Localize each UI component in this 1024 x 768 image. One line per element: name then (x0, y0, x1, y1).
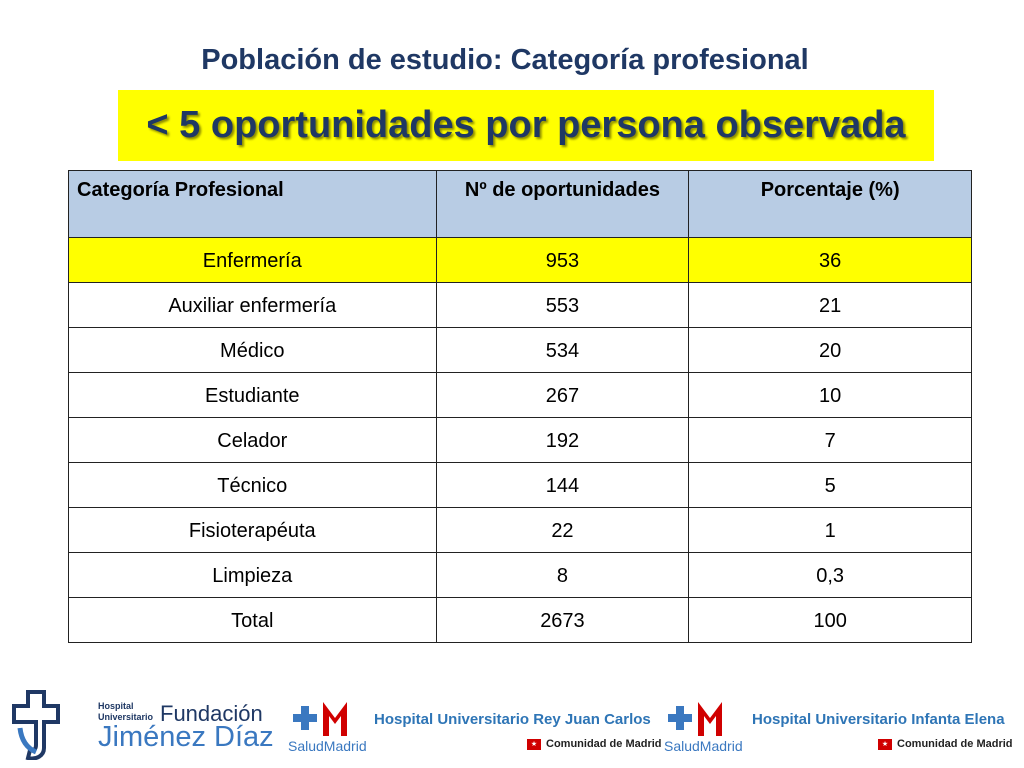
cell-category: Celador (68, 417, 437, 463)
table-row: Auxiliar enfermería 553 21 (68, 282, 972, 328)
cell-opportunities: 192 (435, 417, 690, 463)
comunidad-madrid-badge: ★ Comunidad de Madrid (878, 738, 1013, 750)
fjd-logo-icon (12, 690, 60, 760)
cell-opportunities: 267 (435, 372, 690, 418)
table-row: Celador 192 7 (68, 417, 972, 463)
comunidad-madrid-badge: ★ Comunidad de Madrid (527, 738, 662, 750)
cell-percentage: 36 (688, 237, 972, 283)
cell-percentage: 5 (688, 462, 972, 508)
page-title: Población de estudio: Categoría profesio… (201, 44, 809, 76)
table-row: Limpieza 8 0,3 (68, 552, 972, 598)
cell-category: Limpieza (68, 552, 437, 598)
header-opportunities: Nº de oportunidades (435, 170, 690, 238)
cell-category: Enfermería (68, 237, 437, 283)
saludmadrid-label: SaludMadrid (288, 738, 367, 754)
cell-category: Fisioterapéuta (68, 507, 437, 553)
cell-opportunities: 534 (435, 327, 690, 373)
fjd-fundacion-label: Fundación (160, 701, 263, 726)
cell-percentage: 100 (688, 597, 972, 643)
madrid-flag-icon: ★ (878, 738, 892, 750)
table-row: Enfermería 953 36 (68, 237, 972, 283)
hospital-rey-juan-carlos: Hospital Universitario Rey Juan Carlos (374, 711, 651, 728)
cell-category: Estudiante (68, 372, 437, 418)
saludmadrid-logo-icon (668, 702, 722, 736)
table-row: Estudiante 267 10 (68, 372, 972, 418)
cell-opportunities: 144 (435, 462, 690, 508)
fjd-hospital-label: Hospital Universitario (98, 701, 154, 722)
cell-percentage: 20 (688, 327, 972, 373)
saludmadrid-logo-icon (293, 702, 347, 736)
subtitle-text: < 5 oportunidades por persona observada (146, 104, 906, 146)
cell-opportunities: 553 (435, 282, 690, 328)
cell-opportunities: 953 (435, 237, 690, 283)
madrid-flag-icon: ★ (527, 738, 541, 750)
cell-opportunities: 2673 (435, 597, 690, 643)
cell-category: Médico (68, 327, 437, 373)
cell-percentage: 7 (688, 417, 972, 463)
cell-category: Auxiliar enfermería (68, 282, 437, 328)
cell-opportunities: 8 (435, 552, 690, 598)
cell-percentage: 10 (688, 372, 972, 418)
cell-percentage: 1 (688, 507, 972, 553)
header-category: Categoría Profesional (68, 170, 437, 238)
category-table: Categoría Profesional Nº de oportunidade… (68, 170, 972, 643)
fjd-name-label: Jiménez Díaz (98, 721, 274, 753)
table-header-row: Categoría Profesional Nº de oportunidade… (68, 170, 972, 238)
table-row-total: Total 2673 100 (68, 597, 972, 643)
saludmadrid-label: SaludMadrid (664, 738, 743, 754)
cell-category: Total (68, 597, 437, 643)
header-percentage: Porcentaje (%) (688, 170, 972, 238)
footer-logos: Hospital Universitario Fundación Jiménez… (0, 670, 1024, 768)
subtitle-banner: < 5 oportunidades por persona observada (118, 90, 934, 161)
table-row: Técnico 144 5 (68, 462, 972, 508)
cell-percentage: 21 (688, 282, 972, 328)
table-row: Fisioterapéuta 22 1 (68, 507, 972, 553)
hospital-infanta-elena: Hospital Universitario Infanta Elena (752, 711, 1005, 728)
cell-percentage: 0,3 (688, 552, 972, 598)
table-row: Médico 534 20 (68, 327, 972, 373)
cell-category: Técnico (68, 462, 437, 508)
cell-opportunities: 22 (435, 507, 690, 553)
